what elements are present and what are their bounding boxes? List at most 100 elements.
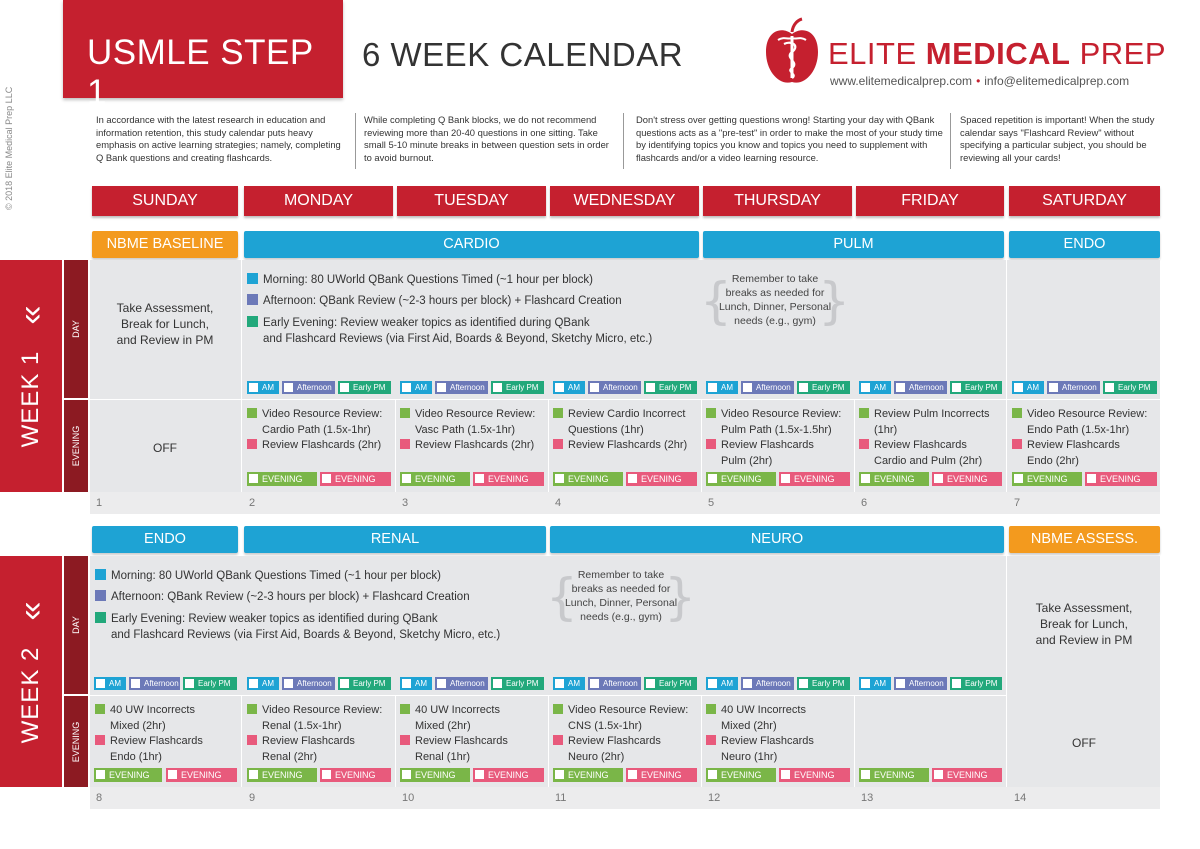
evening-checkbox[interactable]: EVENING (247, 472, 317, 486)
task-early-evening: Early Evening: Review weaker topics as i… (247, 316, 652, 347)
evening-checkbox[interactable]: EVENING (400, 768, 470, 782)
day-header-tuesday: TUESDAY (397, 186, 546, 216)
afternoon-checkbox[interactable]: Afternoon (129, 677, 180, 690)
afternoon-checkbox[interactable]: Afternoon (435, 677, 488, 690)
day-number: 4 (555, 497, 562, 509)
day-number: 2 (249, 497, 256, 509)
week-1-tab: « WEEK 1 (0, 260, 62, 492)
afternoon-checkbox[interactable]: Afternoon (741, 381, 794, 394)
afternoon-checkbox[interactable]: Afternoon (282, 381, 335, 394)
evening-checkbox[interactable]: EVENING (626, 768, 697, 782)
evening-checkbox[interactable]: EVENING (1085, 472, 1157, 486)
day-number: 6 (861, 497, 868, 509)
topic-nbme-assess: NBME ASSESS. (1009, 526, 1160, 553)
evening-checkbox[interactable]: EVENING (400, 472, 470, 486)
early-pm-checkbox[interactable]: Early PM (797, 677, 850, 690)
day-number: 1 (96, 497, 103, 509)
intro-paragraph-4: Spaced repetition is important! When the… (960, 114, 1155, 163)
early-pm-checkbox[interactable]: Early PM (1103, 381, 1157, 394)
day-header-thursday: THURSDAY (703, 186, 852, 216)
evening-checkbox[interactable]: EVENING (779, 472, 850, 486)
evening-checkbox[interactable]: EVENING (706, 768, 776, 782)
evening-checkbox[interactable]: EVENING (859, 768, 929, 782)
am-checkbox[interactable]: AM (553, 381, 585, 394)
title-banner: USMLE STEP 1 (63, 0, 343, 112)
early-pm-checkbox[interactable]: Early PM (644, 381, 697, 394)
evening-checkbox[interactable]: EVENING (473, 768, 544, 782)
evening-checkbox[interactable]: EVENING (553, 768, 623, 782)
am-checkbox[interactable]: AM (94, 677, 126, 690)
am-checkbox[interactable]: AM (247, 677, 279, 690)
brand-name: ELITE MEDICAL PREP (828, 36, 1167, 71)
week-2-saturday-plan: Take Assessment, Break for Lunch, and Revi… (1035, 601, 1133, 647)
topic-endo: ENDO (1009, 231, 1160, 258)
email-link[interactable]: info@elitemedicalprep.com (984, 74, 1130, 88)
early-pm-checkbox[interactable]: Early PM (338, 677, 391, 690)
brand-contacts: www.elitemedicalprep.com • info@elitemedic… (830, 74, 1130, 88)
intro-paragraph-2: While completing Q Bank blocks, we do no… (364, 114, 609, 163)
evening-plan-thursday: Video Resource Review: Pulm Path (1.5x-1… (706, 407, 841, 469)
evening-checkbox[interactable]: EVENING (932, 768, 1002, 782)
topic-renal: RENAL (244, 526, 546, 553)
evening-checkbox[interactable]: EVENING (166, 768, 237, 782)
evening-plan-wednesday: Video Resource Review: CNS (1.5x-1hr) Re… (553, 703, 688, 765)
day-number: 9 (249, 792, 256, 804)
day-number: 13 (861, 792, 874, 804)
task-early-evening: Early Evening: Review weaker topics as i… (95, 612, 500, 643)
am-checkbox[interactable]: AM (553, 677, 585, 690)
topic-neuro: NEURO (550, 526, 1004, 553)
evening-checkbox[interactable]: EVENING (473, 472, 544, 486)
am-checkbox[interactable]: AM (247, 381, 279, 394)
am-checkbox[interactable]: AM (400, 381, 432, 394)
topic-cardio: CARDIO (244, 231, 699, 258)
evening-checkbox[interactable]: EVENING (320, 768, 391, 782)
am-checkbox[interactable]: AM (706, 381, 738, 394)
day-number: 3 (402, 497, 409, 509)
evening-checkbox[interactable]: EVENING (320, 472, 391, 486)
day-number: 11 (555, 792, 567, 804)
afternoon-checkbox[interactable]: Afternoon (894, 381, 947, 394)
early-pm-checkbox[interactable]: Early PM (797, 381, 850, 394)
afternoon-checkbox[interactable]: Afternoon (894, 677, 947, 690)
evening-checkbox[interactable]: EVENING (706, 472, 776, 486)
evening-checkbox[interactable]: EVENING (932, 472, 1002, 486)
evening-plan-monday: Video Resource Review: Cardio Path (1.5x… (247, 407, 382, 454)
early-pm-checkbox[interactable]: Early PM (644, 677, 697, 690)
am-checkbox[interactable]: AM (859, 381, 891, 394)
day-header-wednesday: WEDNESDAY (550, 186, 699, 216)
topic-nbme-baseline: NBME BASELINE (92, 231, 238, 258)
evening-checkbox[interactable]: EVENING (779, 768, 850, 782)
break-reminder-note: {} Remember to take breaks as needed for L… (700, 272, 850, 330)
early-pm-checkbox[interactable]: Early PM (338, 381, 391, 394)
evening-checkbox[interactable]: EVENING (1012, 472, 1082, 486)
week-1-grid (90, 260, 1160, 492)
afternoon-checkbox[interactable]: Afternoon (1047, 381, 1100, 394)
week-1-day-numbers (90, 492, 1160, 514)
am-checkbox[interactable]: AM (1012, 381, 1044, 394)
week-1-day-label: DAY (64, 260, 88, 398)
day-number: 14 (1014, 792, 1027, 804)
evening-checkbox[interactable]: EVENING (626, 472, 697, 486)
afternoon-checkbox[interactable]: Afternoon (435, 381, 488, 394)
evening-checkbox[interactable]: EVENING (94, 768, 162, 782)
evening-plan-friday: Review Pulm Incorrects (1hr) Review Flas… (859, 407, 990, 469)
early-pm-checkbox[interactable]: Early PM (950, 677, 1002, 690)
evening-checkbox[interactable]: EVENING (859, 472, 929, 486)
am-checkbox[interactable]: AM (706, 677, 738, 690)
am-checkbox[interactable]: AM (859, 677, 891, 690)
afternoon-checkbox[interactable]: Afternoon (588, 677, 641, 690)
early-pm-checkbox[interactable]: Early PM (491, 677, 544, 690)
afternoon-checkbox[interactable]: Afternoon (588, 381, 641, 394)
afternoon-checkbox[interactable]: Afternoon (282, 677, 335, 690)
evening-plan-monday: Video Resource Review: Renal (1.5x-1hr) … (247, 703, 382, 765)
evening-checkbox[interactable]: EVENING (247, 768, 317, 782)
early-pm-checkbox[interactable]: Early PM (183, 677, 237, 690)
afternoon-checkbox[interactable]: Afternoon (741, 677, 794, 690)
early-pm-checkbox[interactable]: Early PM (950, 381, 1002, 394)
website-link[interactable]: www.elitemedicalprep.com (830, 74, 973, 88)
am-checkbox[interactable]: AM (400, 677, 432, 690)
task-morning: Morning: 80 UWorld QBank Questions Timed… (247, 273, 593, 289)
evening-checkbox[interactable]: EVENING (553, 472, 623, 486)
topic-pulm: PULM (703, 231, 1004, 258)
early-pm-checkbox[interactable]: Early PM (491, 381, 544, 394)
